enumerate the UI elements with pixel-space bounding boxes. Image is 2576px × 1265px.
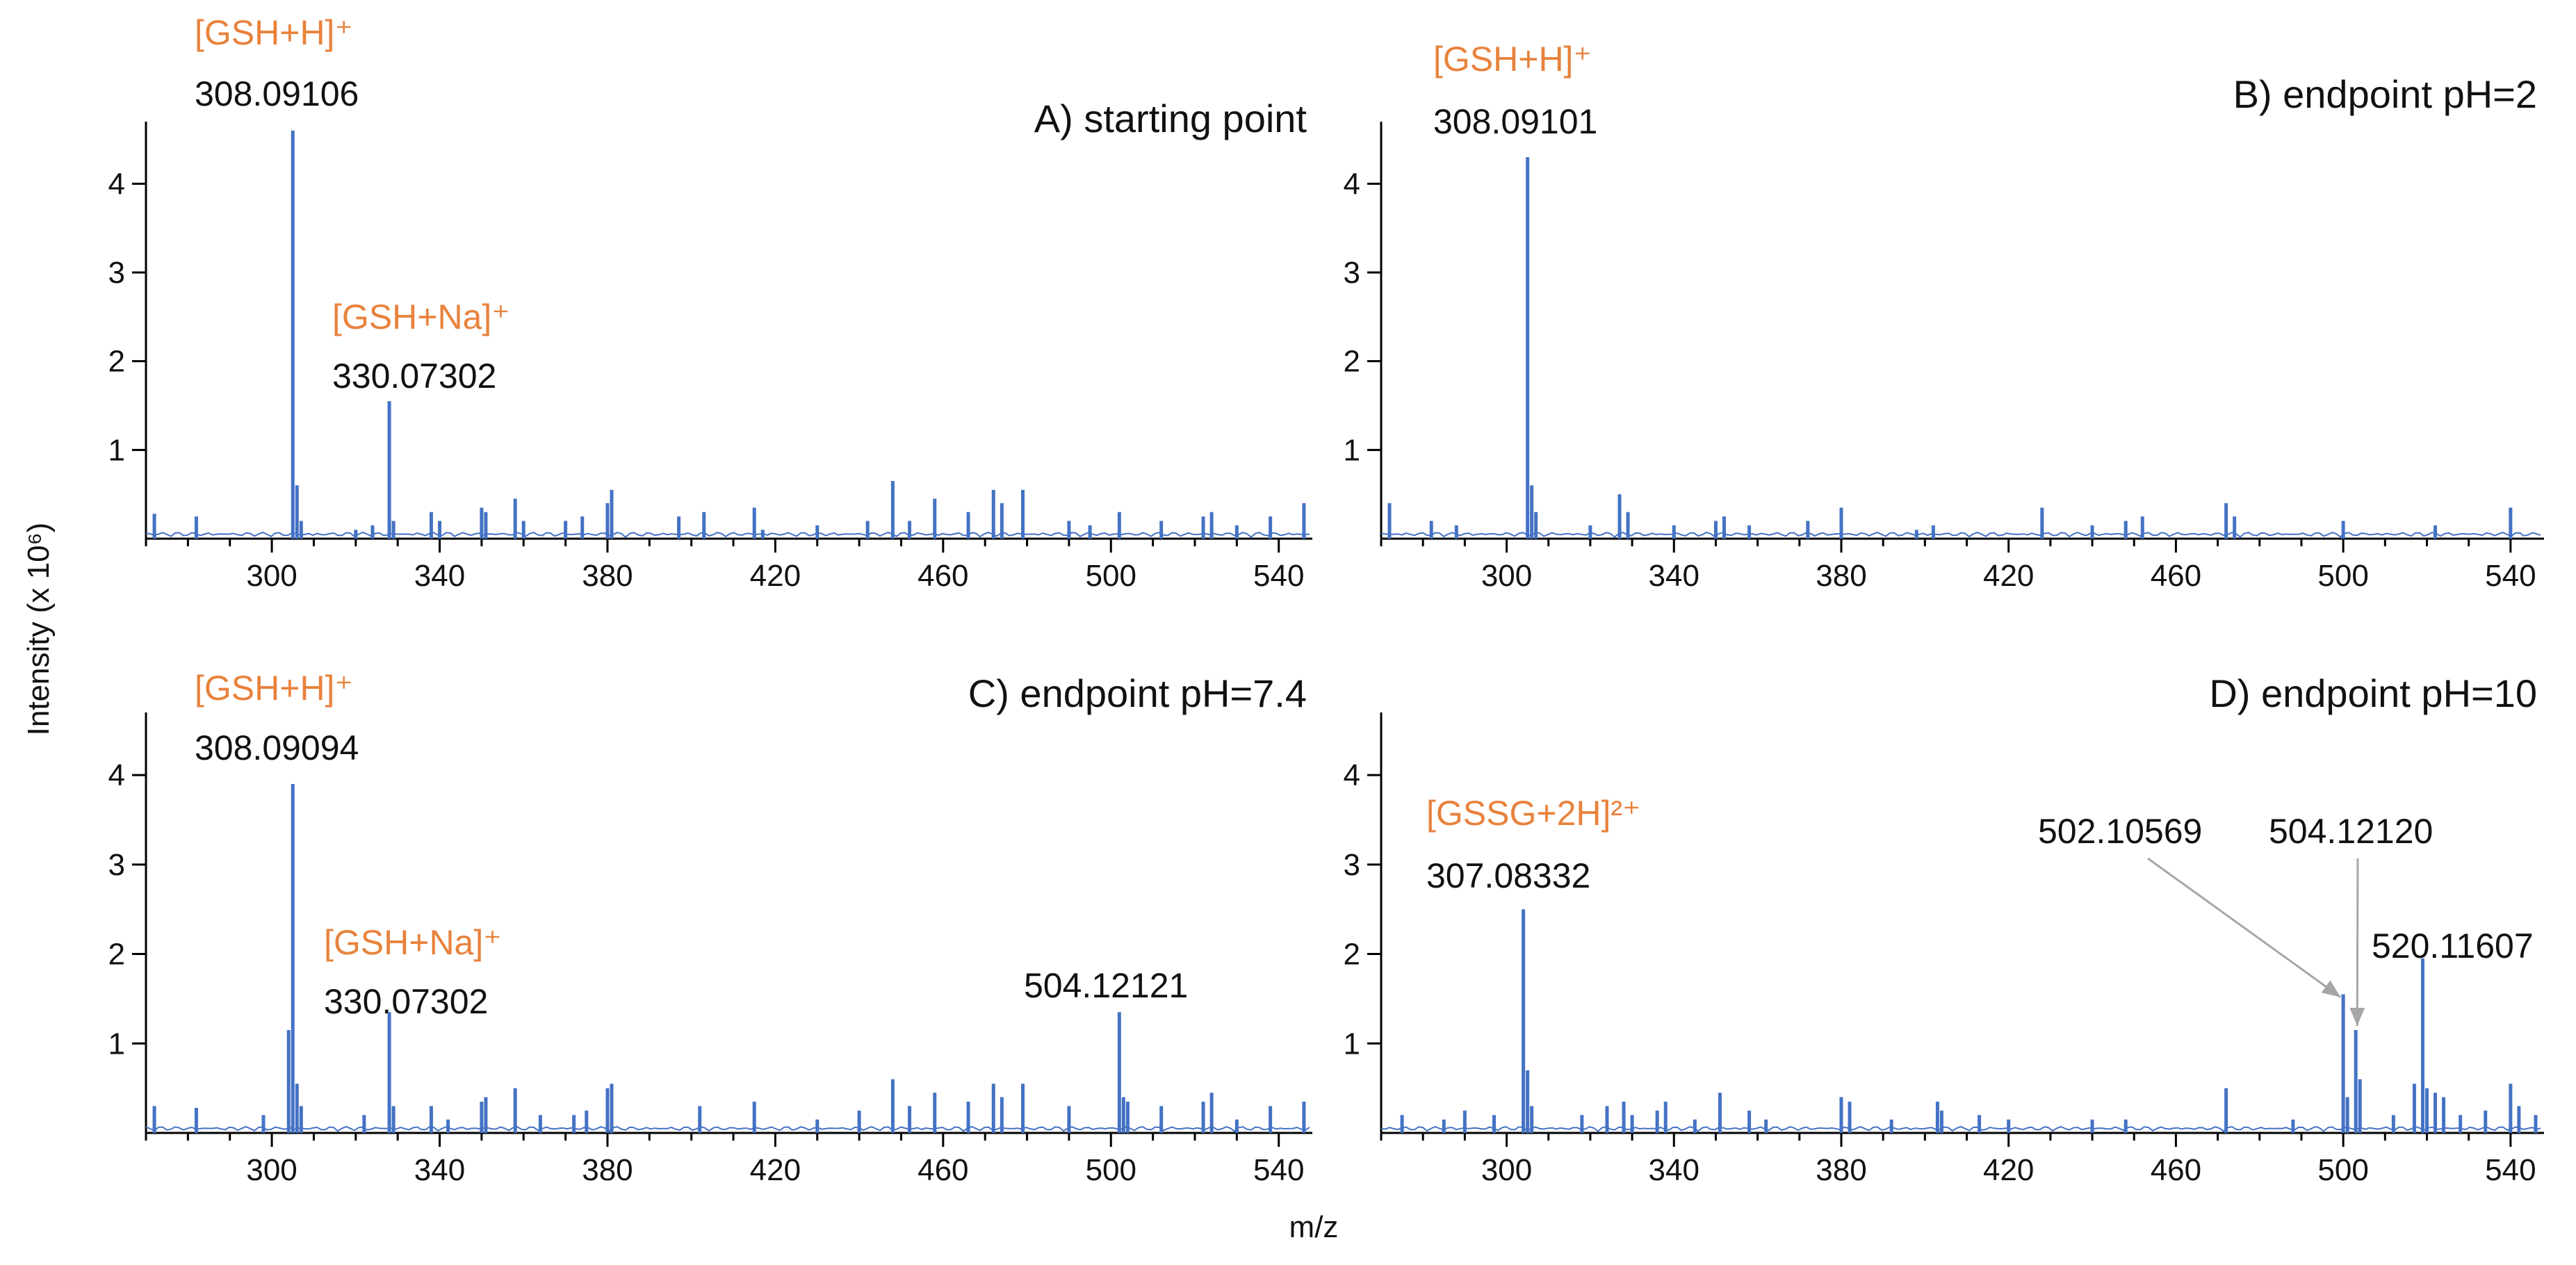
panel-b-endpoint-ph2: B) endpoint pH=2 [GSH+H]⁺ 308.09101 300 3… [1344, 40, 2544, 593]
y-tick-label: 4 [108, 167, 125, 201]
x-tick-label: 460 [2151, 1153, 2201, 1187]
x-tick-label: 340 [1649, 1153, 1699, 1187]
annotation-arrow-head [2349, 1007, 2365, 1026]
x-tick-label: 420 [750, 1153, 801, 1187]
x-tick-label: 460 [918, 559, 968, 593]
x-tick-label: 340 [1649, 559, 1699, 593]
x-tick-label: 420 [1983, 559, 2034, 593]
x-tick-label: 540 [2485, 1153, 2536, 1187]
x-tick-label: 500 [1086, 1153, 1136, 1187]
x-tick-label: 540 [1253, 559, 1304, 593]
x-tick-label: 380 [582, 559, 633, 593]
y-tick-label: 2 [1344, 938, 1360, 972]
peak-mz-label: 308.09094 [195, 728, 359, 767]
y-tick-label: 4 [108, 758, 125, 792]
x-tick-label: 300 [246, 559, 297, 593]
x-axis-title: m/z [1289, 1210, 1339, 1244]
y-tick-label: 1 [1344, 1027, 1360, 1061]
x-tick-label: 300 [1481, 1153, 1532, 1187]
peak-ion-label: [GSSG+2H]²⁺ [1426, 794, 1640, 833]
y-tick-label: 2 [1344, 345, 1360, 379]
peak-mz-label: 330.07302 [332, 357, 496, 395]
y-tick-label: 2 [108, 938, 125, 972]
spectrum-baseline [1380, 1125, 2541, 1132]
panel-title: C) endpoint pH=7.4 [968, 671, 1307, 715]
x-tick-label: 540 [2485, 559, 2536, 593]
panel-title: B) endpoint pH=2 [2233, 72, 2537, 116]
peak-ion-label: [GSH+H]⁺ [195, 13, 353, 52]
x-tick-label: 500 [2317, 559, 2368, 593]
x-tick-label: 460 [918, 1153, 968, 1187]
peak-mz-label: 307.08332 [1426, 856, 1590, 895]
x-tick-label: 340 [414, 1153, 465, 1187]
y-tick-label: 3 [108, 256, 125, 290]
spectrum-baseline [145, 531, 1310, 539]
x-tick-label: 500 [2317, 1153, 2368, 1187]
panel-a-starting-point: A) starting point [GSH+H]⁺ 308.09106 [GS… [108, 13, 1312, 593]
peak-mz-label: 502.10569 [2038, 812, 2202, 851]
x-tick-label: 420 [1983, 1153, 2034, 1187]
x-tick-label: 540 [1253, 1153, 1304, 1187]
y-tick-label: 4 [1344, 167, 1360, 201]
peak-mz-label: 504.12121 [1024, 966, 1188, 1005]
peak-ion-label: [GSH+Na]⁺ [332, 297, 510, 336]
panel-title: D) endpoint pH=10 [2209, 671, 2537, 715]
annotation-arrow-head [2321, 980, 2341, 997]
spectrum-baseline [145, 1125, 1310, 1133]
x-tick-label: 500 [1086, 559, 1136, 593]
x-tick-label: 460 [2151, 559, 2201, 593]
peak-ion-label: [GSH+H]⁺ [1433, 40, 1592, 79]
annotation-arrow-line [2147, 857, 2342, 998]
y-tick-label: 3 [108, 848, 125, 882]
panel-title: A) starting point [1034, 97, 1307, 140]
peak-mz-label: 308.09106 [195, 74, 359, 113]
y-tick-label: 3 [1344, 848, 1360, 882]
x-tick-label: 420 [750, 559, 801, 593]
x-tick-label: 300 [1481, 559, 1532, 593]
y-tick-label: 3 [1344, 256, 1360, 290]
panel-c-endpoint-ph7-4: C) endpoint pH=7.4 [GSH+H]⁺ 308.09094 [G… [108, 669, 1312, 1187]
peak-mz-label: 520.11607 [2372, 927, 2534, 965]
peak-mz-label: 330.07302 [324, 982, 488, 1021]
y-tick-label: 1 [108, 433, 125, 467]
y-axis-title: Intensity (x 10⁶) [22, 523, 56, 736]
y-tick-label: 2 [108, 345, 125, 379]
x-tick-label: 380 [1816, 1153, 1866, 1187]
peak-ion-label: [GSH+Na]⁺ [324, 923, 502, 962]
x-tick-label: 340 [414, 559, 465, 593]
x-tick-label: 300 [246, 1153, 297, 1187]
x-tick-label: 380 [1816, 559, 1866, 593]
y-tick-label: 4 [1344, 758, 1360, 792]
annotation-arrow-line [2356, 858, 2359, 1026]
y-tick-label: 1 [1344, 433, 1360, 467]
peak-mz-label: 504.12120 [2269, 812, 2433, 851]
spectrum-baseline [1380, 531, 2541, 538]
peak-ion-label: [GSH+H]⁺ [195, 669, 353, 708]
panel-d-endpoint-ph10: D) endpoint pH=10 [GSSG+2H]²⁺ 307.08332 … [1344, 671, 2544, 1187]
x-tick-label: 380 [582, 1153, 633, 1187]
y-tick-label: 1 [108, 1027, 125, 1061]
peak-mz-label: 308.09101 [1433, 102, 1597, 141]
